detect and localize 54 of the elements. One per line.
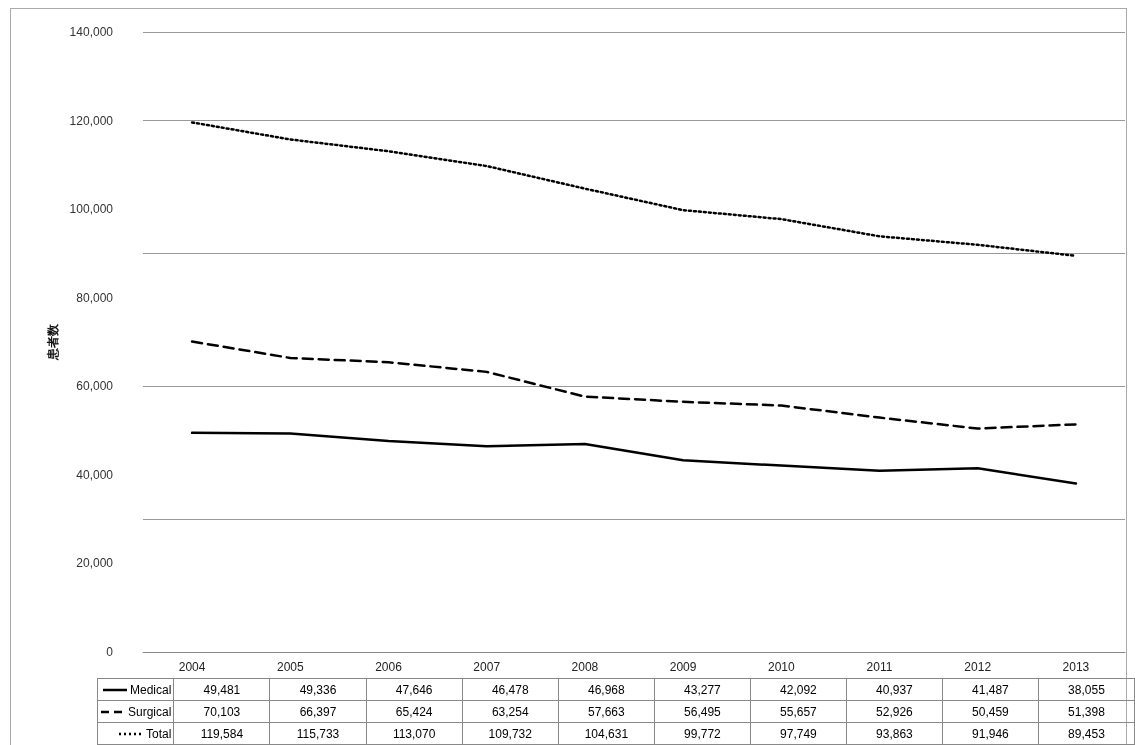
data-label: 99,772 (654, 722, 751, 745)
x-tick-label: 2011 (866, 660, 893, 674)
data-label: 41,487 (942, 678, 1039, 701)
x-tick-label: 2013 (1062, 660, 1090, 674)
y-tick-label: 140,000 (69, 25, 114, 39)
legend-label: Surgical (97, 700, 174, 723)
y-tick-label: 80,000 (76, 290, 114, 305)
data-label: 113,070 (366, 722, 463, 745)
data-label: 91,946 (942, 722, 1039, 745)
data-label: 46,478 (462, 678, 559, 701)
data-label: 66,397 (269, 700, 367, 723)
y-tick-label: 60,000 (76, 379, 114, 394)
data-label: 97,749 (750, 722, 847, 745)
data-label: 56,495 (654, 700, 751, 723)
data-label: 40,937 (846, 678, 943, 701)
data-label: 89,453 (1038, 722, 1135, 745)
data-label: 46,968 (558, 678, 655, 701)
data-label: 109,732 (462, 722, 559, 745)
data-label: 63,254 (462, 700, 559, 723)
data-label: 65,424 (366, 700, 463, 723)
x-tick-label: 2010 (767, 660, 795, 674)
line-series (190, 340, 1078, 430)
data-label: 50,459 (942, 700, 1039, 723)
y-tick-label: 100,000 (69, 202, 114, 217)
x-tick-label: 2008 (571, 660, 599, 674)
data-label: 104,631 (558, 722, 655, 745)
data-label: 52,926 (846, 700, 943, 723)
y-tick-label: 40,000 (76, 467, 114, 482)
data-label: 93,863 (846, 722, 943, 745)
data-label: 55,657 (750, 700, 847, 723)
x-tick-label: 2005 (276, 660, 304, 674)
legend-label: Total (97, 722, 174, 745)
data-label: 38,055 (1038, 678, 1135, 701)
y-axis-title: 患者数 (45, 323, 60, 361)
data-label: 70,103 (173, 700, 270, 723)
data-label: 115,733 (269, 722, 367, 745)
data-label: 51,398 (1038, 700, 1135, 723)
x-tick-label: 2007 (473, 660, 501, 674)
y-tick-label: 120,000 (69, 113, 114, 128)
x-tick-label: 2006 (375, 660, 403, 674)
data-label: 57,663 (558, 700, 655, 723)
legend-label: Medical (97, 678, 174, 701)
data-label: 49,481 (173, 678, 270, 701)
x-tick-label: 2012 (964, 660, 992, 674)
x-tick-label: 2004 (178, 660, 206, 674)
data-label: 119,584 (173, 722, 270, 745)
y-tick-label: 20,000 (76, 556, 114, 571)
data-label: 42,092 (750, 678, 847, 701)
y-tick-label: 0 (106, 645, 114, 659)
data-label: 47,646 (366, 678, 463, 701)
line-series (190, 431, 1078, 485)
data-label: 49,336 (269, 678, 367, 701)
x-tick-label: 2009 (669, 660, 697, 674)
data-label: 43,277 (654, 678, 751, 701)
